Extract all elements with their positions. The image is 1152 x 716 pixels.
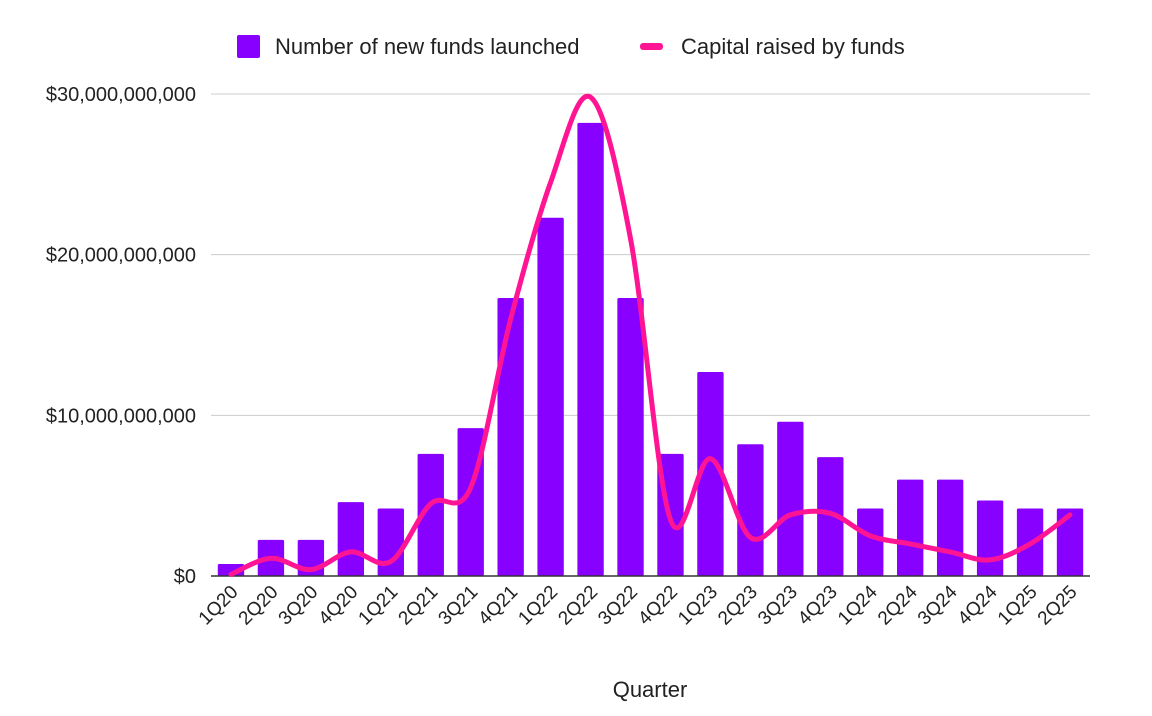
x-tick-label: 2Q24	[874, 581, 922, 629]
bar-3Q22	[617, 298, 644, 576]
bar-1Q24	[857, 508, 884, 576]
x-tick-label: 1Q24	[834, 581, 882, 629]
x-tick-label: 2Q21	[395, 582, 443, 630]
bar-1Q21	[377, 508, 404, 576]
x-tick-label: 4Q22	[634, 582, 682, 630]
legend-swatch-capital-raised	[640, 43, 663, 50]
legend-swatch-funds-launched	[237, 35, 260, 58]
bar-1Q22	[537, 217, 564, 577]
capital-raised-line	[228, 93, 1073, 577]
x-tick-label: 1Q25	[994, 582, 1042, 630]
x-tick-label: 2Q20	[235, 582, 283, 630]
bar-3Q23	[777, 421, 804, 576]
x-tick-label: 1Q21	[355, 582, 403, 630]
bar-4Q23	[817, 457, 844, 576]
x-tick-label: 3Q23	[754, 582, 802, 630]
bar-2Q24	[897, 479, 924, 576]
capital-line-layer	[228, 93, 1073, 577]
x-tick-label: 4Q20	[315, 582, 363, 630]
x-tick-label: 2Q25	[1034, 582, 1082, 630]
x-tick-label: 2Q22	[554, 582, 602, 630]
x-tick-label: 3Q22	[594, 582, 642, 630]
x-tick-label: 3Q21	[435, 582, 483, 630]
gridlines	[211, 93, 1090, 416]
bar-2Q25	[1056, 508, 1084, 576]
x-tick-label: 4Q23	[794, 582, 842, 630]
bar-2Q23	[737, 444, 764, 576]
bar-2Q21	[417, 453, 444, 576]
x-tick-label: 3Q24	[914, 581, 962, 629]
legend-label-funds-launched: Number of new funds launched	[275, 34, 580, 59]
x-axis-title: Quarter	[613, 677, 688, 702]
bar-4Q20	[337, 502, 365, 576]
bar-1Q23	[697, 371, 724, 576]
legend-label-capital-raised: Capital raised by funds	[681, 34, 905, 59]
bar-4Q21	[497, 298, 524, 576]
bars	[217, 122, 1084, 577]
x-tick-label: 2Q23	[714, 582, 762, 630]
x-tick-label: 1Q23	[674, 582, 722, 630]
x-tick-label: 1Q22	[514, 582, 562, 630]
x-axis-ticks: 1Q202Q203Q204Q201Q212Q213Q214Q211Q222Q22…	[195, 581, 1082, 629]
x-tick-label: 4Q24	[954, 581, 1002, 629]
bar-2Q22	[577, 122, 604, 577]
x-tick-label: 1Q20	[195, 582, 243, 630]
y-axis-ticks: $0 $10,000,000,000 $20,000,000,000 $30,000,…	[46, 84, 196, 588]
x-tick-label: 4Q21	[474, 582, 522, 630]
bar-3Q24	[936, 479, 964, 576]
x-tick-label: 3Q20	[275, 582, 323, 630]
legend: Number of new funds launched Capital rai…	[237, 34, 905, 59]
y-tick-label: $0	[174, 566, 196, 588]
y-tick-label: $20,000,000,000	[46, 245, 196, 267]
y-tick-label: $30,000,000,000	[46, 84, 196, 106]
bar-4Q24	[976, 500, 1004, 576]
y-tick-label: $10,000,000,000	[46, 405, 196, 427]
